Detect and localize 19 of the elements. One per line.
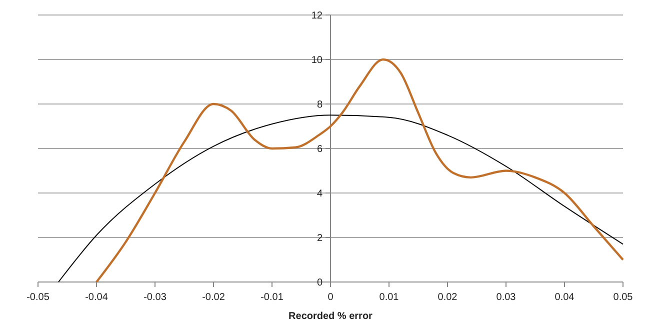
y-tick-label: 0 bbox=[316, 278, 323, 288]
x-tick-label: -0.05 bbox=[26, 292, 50, 303]
x-tick-label: 0.02 bbox=[438, 292, 458, 303]
y-tick-label: 2 bbox=[316, 233, 323, 244]
y-tick-label: 8 bbox=[316, 100, 323, 110]
x-tick-label: 0.03 bbox=[496, 292, 516, 303]
x-tick-label: -0.02 bbox=[202, 292, 226, 303]
x-tick-label: 0.04 bbox=[554, 292, 575, 303]
x-tick-label: -0.03 bbox=[144, 292, 167, 303]
y-tick-label: 10 bbox=[311, 55, 323, 66]
y-tick-label: 4 bbox=[316, 188, 323, 200]
y-tick-label: 6 bbox=[316, 144, 323, 155]
x-tick-label: 0.01 bbox=[379, 292, 400, 303]
x-tick-label: 0 bbox=[328, 292, 334, 303]
x-axis-title: Recorded % error bbox=[288, 311, 373, 322]
x-tick-label: -0.01 bbox=[260, 292, 284, 303]
x-tick-label: 0.05 bbox=[613, 292, 634, 303]
x-tick-label: -0.04 bbox=[85, 292, 108, 303]
y-tick-label: 12 bbox=[311, 10, 323, 22]
